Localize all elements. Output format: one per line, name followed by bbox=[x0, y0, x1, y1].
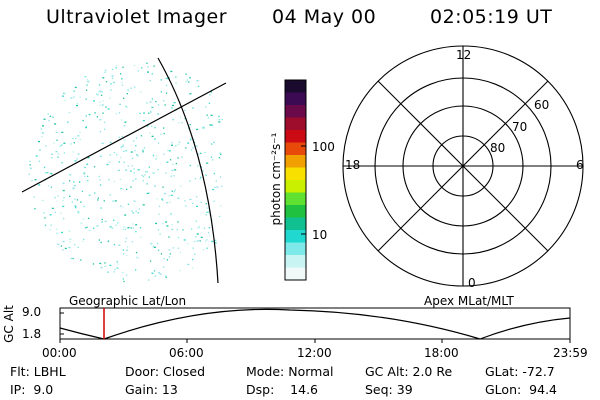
colorbar-segment bbox=[285, 117, 306, 131]
mlt-label-18: 18 bbox=[345, 158, 361, 172]
time-tick-3: 18:00 bbox=[424, 346, 459, 360]
footer-glat: GLat: -72.7 bbox=[485, 364, 555, 379]
time-tick-2: 12:00 bbox=[297, 346, 332, 360]
colorbar-segment bbox=[285, 217, 306, 231]
colorbar-segment bbox=[285, 267, 306, 281]
time-tick-4: 23:59 bbox=[553, 346, 588, 360]
colorbar-segment bbox=[285, 142, 306, 156]
colorbar-segment bbox=[285, 192, 306, 206]
footer-glon: GLon: 94.4 bbox=[485, 382, 557, 397]
polar-plot bbox=[342, 45, 584, 287]
alt-axis-label: GC Alt bbox=[2, 305, 16, 343]
lat-label-60: 60 bbox=[534, 98, 550, 112]
colorbar-segment bbox=[285, 155, 306, 168]
time-label: 02:05:19 UT bbox=[430, 6, 553, 28]
colorbar-tick-10: 10 bbox=[312, 228, 328, 242]
footer-gc-alt: GC Alt: 2.0 Re bbox=[365, 364, 453, 379]
colorbar-segment bbox=[285, 92, 306, 106]
footer-door: Door: Closed bbox=[125, 364, 206, 379]
colorbar-segment bbox=[285, 255, 306, 268]
mlt-label-0: 0 bbox=[468, 276, 476, 290]
time-ticks bbox=[59, 339, 571, 343]
colorbar-label: photon cm⁻²s⁻¹ bbox=[269, 132, 283, 226]
colorbar-segment bbox=[285, 205, 306, 218]
colorbar-tick-100: 100 bbox=[312, 140, 335, 154]
alt-tick-label-low: 1.8 bbox=[22, 327, 42, 341]
footer-gain: Gain: 13 bbox=[125, 382, 178, 397]
geo-title: Geographic Lat/Lon bbox=[69, 294, 187, 308]
footer-mode: Mode: Normal bbox=[246, 364, 334, 379]
colorbar-segment bbox=[285, 242, 306, 256]
footer-dsp: Dsp: 14.6 bbox=[246, 382, 319, 397]
colorbar-segment bbox=[285, 105, 306, 118]
time-tick-0: 00:00 bbox=[42, 346, 77, 360]
lat-label-80: 80 bbox=[490, 141, 506, 155]
colorbar-segment bbox=[285, 167, 306, 181]
footer-filter: Flt: LBHL bbox=[10, 364, 66, 379]
polar-diagonal-2 bbox=[377, 80, 549, 252]
date-label: 04 May 00 bbox=[272, 6, 377, 28]
colorbar-segment bbox=[285, 180, 306, 193]
colorbar-segment bbox=[285, 230, 306, 243]
colorbar-segment bbox=[285, 80, 306, 93]
geographic-image-pixels bbox=[28, 62, 223, 283]
time-tick-1: 06:00 bbox=[169, 346, 204, 360]
lat-label-70: 70 bbox=[512, 120, 528, 134]
geo-grid-curve bbox=[157, 57, 219, 284]
mlt-label-6: 6 bbox=[576, 158, 584, 172]
mlt-label-12: 12 bbox=[456, 48, 472, 62]
geo-grid-line bbox=[21, 82, 227, 193]
colorbar bbox=[285, 80, 306, 281]
alt-tick-label-high: 9.0 bbox=[22, 305, 42, 319]
instrument-title: Ultraviolet Imager bbox=[46, 6, 228, 28]
footer-ip: IP: 9.0 bbox=[10, 382, 54, 397]
footer-seq: Seq: 39 bbox=[365, 382, 413, 397]
colorbar-segment bbox=[285, 130, 306, 143]
altitude-curve bbox=[59, 308, 571, 340]
colorbar-frame bbox=[284, 79, 307, 281]
apex-title: Apex MLat/MLT bbox=[424, 294, 514, 308]
